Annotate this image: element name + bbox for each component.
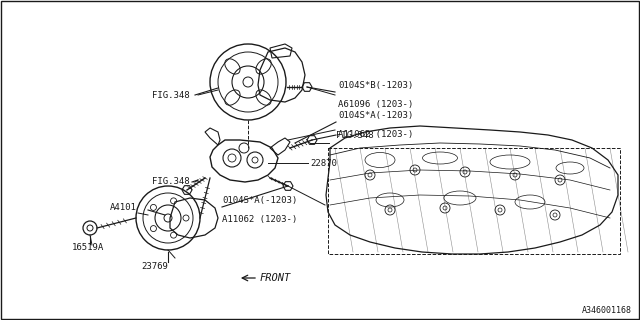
Text: A346001168: A346001168 bbox=[582, 306, 632, 315]
Text: A4101: A4101 bbox=[110, 203, 137, 212]
Bar bbox=[328, 148, 620, 254]
Text: FIG.348: FIG.348 bbox=[152, 178, 189, 187]
Text: 23769: 23769 bbox=[141, 262, 168, 271]
Text: 22870: 22870 bbox=[310, 158, 337, 167]
Text: A11062 (1203-): A11062 (1203-) bbox=[222, 215, 297, 224]
Text: FIG.348: FIG.348 bbox=[336, 131, 374, 140]
Text: 0104S*B(-1203): 0104S*B(-1203) bbox=[338, 81, 413, 90]
Text: FIG.348: FIG.348 bbox=[152, 91, 189, 100]
Text: A11062 (1203-): A11062 (1203-) bbox=[338, 130, 413, 139]
Text: A61096 (1203-): A61096 (1203-) bbox=[338, 100, 413, 109]
Text: 16519A: 16519A bbox=[72, 243, 104, 252]
Text: 0104S*A(-1203): 0104S*A(-1203) bbox=[222, 196, 297, 205]
Text: 0104S*A(-1203): 0104S*A(-1203) bbox=[338, 111, 413, 120]
Text: FRONT: FRONT bbox=[260, 273, 291, 283]
